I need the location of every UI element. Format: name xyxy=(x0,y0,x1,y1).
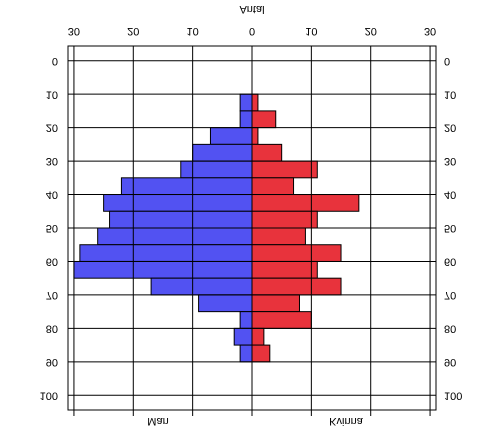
bar xyxy=(239,110,253,129)
bar xyxy=(251,294,300,313)
bar xyxy=(251,127,259,145)
y-tick-label: 30 xyxy=(46,155,58,167)
y-tick-label: 100 xyxy=(40,389,58,401)
bar xyxy=(103,194,253,212)
bar xyxy=(251,327,265,346)
bar xyxy=(233,327,253,346)
y-tick-label: 20 xyxy=(444,122,456,134)
bar xyxy=(251,143,283,162)
bar xyxy=(251,344,271,363)
bar xyxy=(180,160,253,179)
y-tick-label: 40 xyxy=(46,189,58,201)
y-tick-label: 40 xyxy=(444,189,456,201)
x-tick-label: 30 xyxy=(68,25,80,37)
bar xyxy=(239,93,253,112)
bar xyxy=(251,110,277,129)
bar xyxy=(79,244,253,262)
y-tick-label: 10 xyxy=(444,88,456,100)
bar xyxy=(251,244,342,262)
x-tick-label: 20 xyxy=(365,25,377,37)
bar xyxy=(109,210,253,229)
y-tick-label: 70 xyxy=(444,289,456,301)
y-tick-label: 90 xyxy=(444,356,456,368)
bar xyxy=(251,311,312,329)
y-tick-label: 30 xyxy=(444,155,456,167)
bar xyxy=(198,294,253,313)
legend-label: Kvinna xyxy=(329,415,364,427)
y-tick-label: 60 xyxy=(46,256,58,268)
bar xyxy=(150,277,253,296)
y-tick-label: 80 xyxy=(444,322,456,334)
x-tick-label: 10 xyxy=(187,25,199,37)
bar xyxy=(239,344,253,363)
bar xyxy=(209,127,253,145)
y-tick-label: 70 xyxy=(46,289,58,301)
y-tick-label: 0 xyxy=(444,55,450,67)
y-tick-label: 20 xyxy=(46,122,58,134)
x-tick-label: 10 xyxy=(305,25,317,37)
bar xyxy=(251,260,318,279)
bar xyxy=(251,227,306,246)
x-tick-label: 30 xyxy=(424,25,436,37)
y-tick-label: 10 xyxy=(46,88,58,100)
bar xyxy=(73,260,253,279)
bar xyxy=(251,93,259,112)
y-tick-label: 100 xyxy=(444,389,462,401)
x-tick-label: 20 xyxy=(127,25,139,37)
axis-label: Antal xyxy=(239,3,264,15)
legend-label: Man xyxy=(147,415,168,427)
bar xyxy=(251,177,295,196)
x-tick-label: 0 xyxy=(249,25,255,37)
y-tick-label: 0 xyxy=(52,55,58,67)
y-tick-label: 50 xyxy=(46,222,58,234)
y-tick-label: 90 xyxy=(46,356,58,368)
y-tick-label: 50 xyxy=(444,222,456,234)
bar xyxy=(251,210,318,229)
bar xyxy=(239,311,253,329)
bar xyxy=(120,177,253,196)
bar xyxy=(192,143,253,162)
bar xyxy=(251,194,360,212)
bar xyxy=(251,160,318,179)
y-tick-label: 60 xyxy=(444,256,456,268)
y-tick-label: 80 xyxy=(46,322,58,334)
bar xyxy=(97,227,253,246)
bar xyxy=(251,277,342,296)
